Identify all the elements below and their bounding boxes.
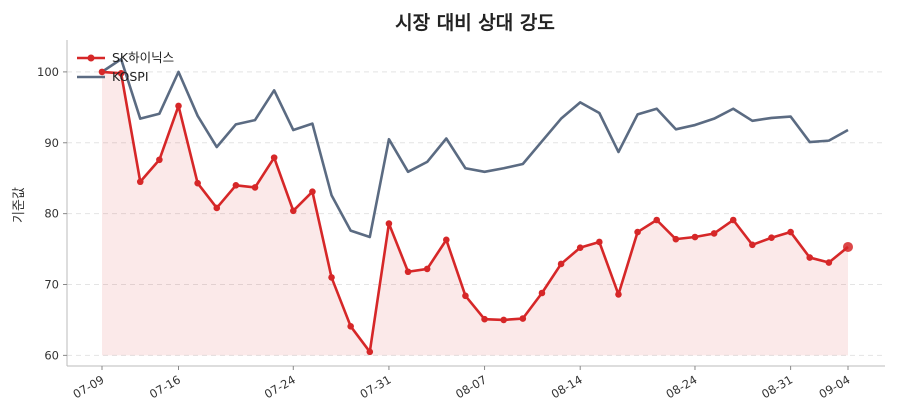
data-point xyxy=(232,181,240,189)
data-point xyxy=(328,274,335,281)
data-point xyxy=(481,315,488,323)
data-point xyxy=(538,289,546,297)
chart-title: 시장 대비 상대 강도 xyxy=(395,12,555,34)
gridlines xyxy=(67,71,885,356)
legend-label-kospi: KOSPI xyxy=(112,69,149,84)
data-point xyxy=(136,178,144,186)
data-point xyxy=(251,184,259,191)
data-point xyxy=(557,260,565,268)
data-point xyxy=(423,265,431,273)
data-point xyxy=(519,315,527,322)
x-tick-label: 08-07 xyxy=(453,372,489,401)
y-tick-label: 100 xyxy=(37,65,59,79)
data-point xyxy=(404,268,412,276)
legend-marker-sk-hynix xyxy=(87,54,95,62)
data-point xyxy=(98,68,106,76)
last-point-marker xyxy=(843,241,853,252)
legend: SK하이닉스 KOSPI xyxy=(77,50,174,84)
data-point xyxy=(117,70,125,77)
data-point xyxy=(710,230,718,237)
series-lines xyxy=(101,57,849,354)
y-tick-label: 70 xyxy=(44,278,59,292)
y-tick-label: 80 xyxy=(44,207,59,221)
data-point xyxy=(289,207,297,215)
data-point xyxy=(806,254,814,261)
area-layer xyxy=(102,71,848,356)
axes xyxy=(66,40,885,367)
data-point xyxy=(596,238,603,246)
data-point xyxy=(615,291,622,298)
data-point xyxy=(825,259,833,266)
data-point xyxy=(443,236,450,244)
data-point xyxy=(500,316,507,324)
data-point xyxy=(462,292,469,300)
data-point xyxy=(768,234,775,242)
data-point xyxy=(729,216,737,224)
x-tick-label: 07-31 xyxy=(357,372,393,401)
series-markers xyxy=(98,68,853,356)
data-point xyxy=(653,216,661,224)
data-point xyxy=(672,235,680,243)
data-point xyxy=(691,233,699,241)
x-tick-label: 07-24 xyxy=(262,372,298,401)
data-point xyxy=(787,228,794,236)
x-tick-label: 08-24 xyxy=(664,372,700,401)
series-line-kospi xyxy=(101,57,849,239)
x-tick-label: 08-14 xyxy=(549,372,585,401)
data-point xyxy=(366,348,374,356)
data-point xyxy=(634,228,641,236)
y-tick-labels: 60 70 80 90 100 xyxy=(37,65,67,362)
data-point xyxy=(194,179,201,187)
x-tick-label: 09-04 xyxy=(817,372,853,401)
data-point xyxy=(270,154,278,161)
data-point xyxy=(156,156,163,164)
x-tick-labels: 07-09 07-16 07-24 07-31 08-07 08-14 08-24 08-31… xyxy=(71,366,853,401)
data-point xyxy=(175,102,182,110)
y-tick-label: 90 xyxy=(44,136,59,150)
area-fill-sk-hynix xyxy=(102,71,848,356)
x-tick-label: 07-16 xyxy=(147,372,183,401)
y-axis-label: 기준값 xyxy=(12,187,27,223)
data-point xyxy=(309,188,316,195)
data-point xyxy=(347,323,354,330)
data-point xyxy=(213,204,221,212)
data-point xyxy=(749,241,756,249)
legend-label-sk-hynix: SK하이닉스 xyxy=(112,50,174,65)
data-point xyxy=(385,220,393,227)
data-point xyxy=(576,244,584,251)
series-line-sk-hynix xyxy=(101,70,849,354)
x-tick-label: 07-09 xyxy=(71,372,107,401)
x-tick-label: 08-31 xyxy=(759,372,795,401)
y-tick-label: 60 xyxy=(44,348,59,362)
